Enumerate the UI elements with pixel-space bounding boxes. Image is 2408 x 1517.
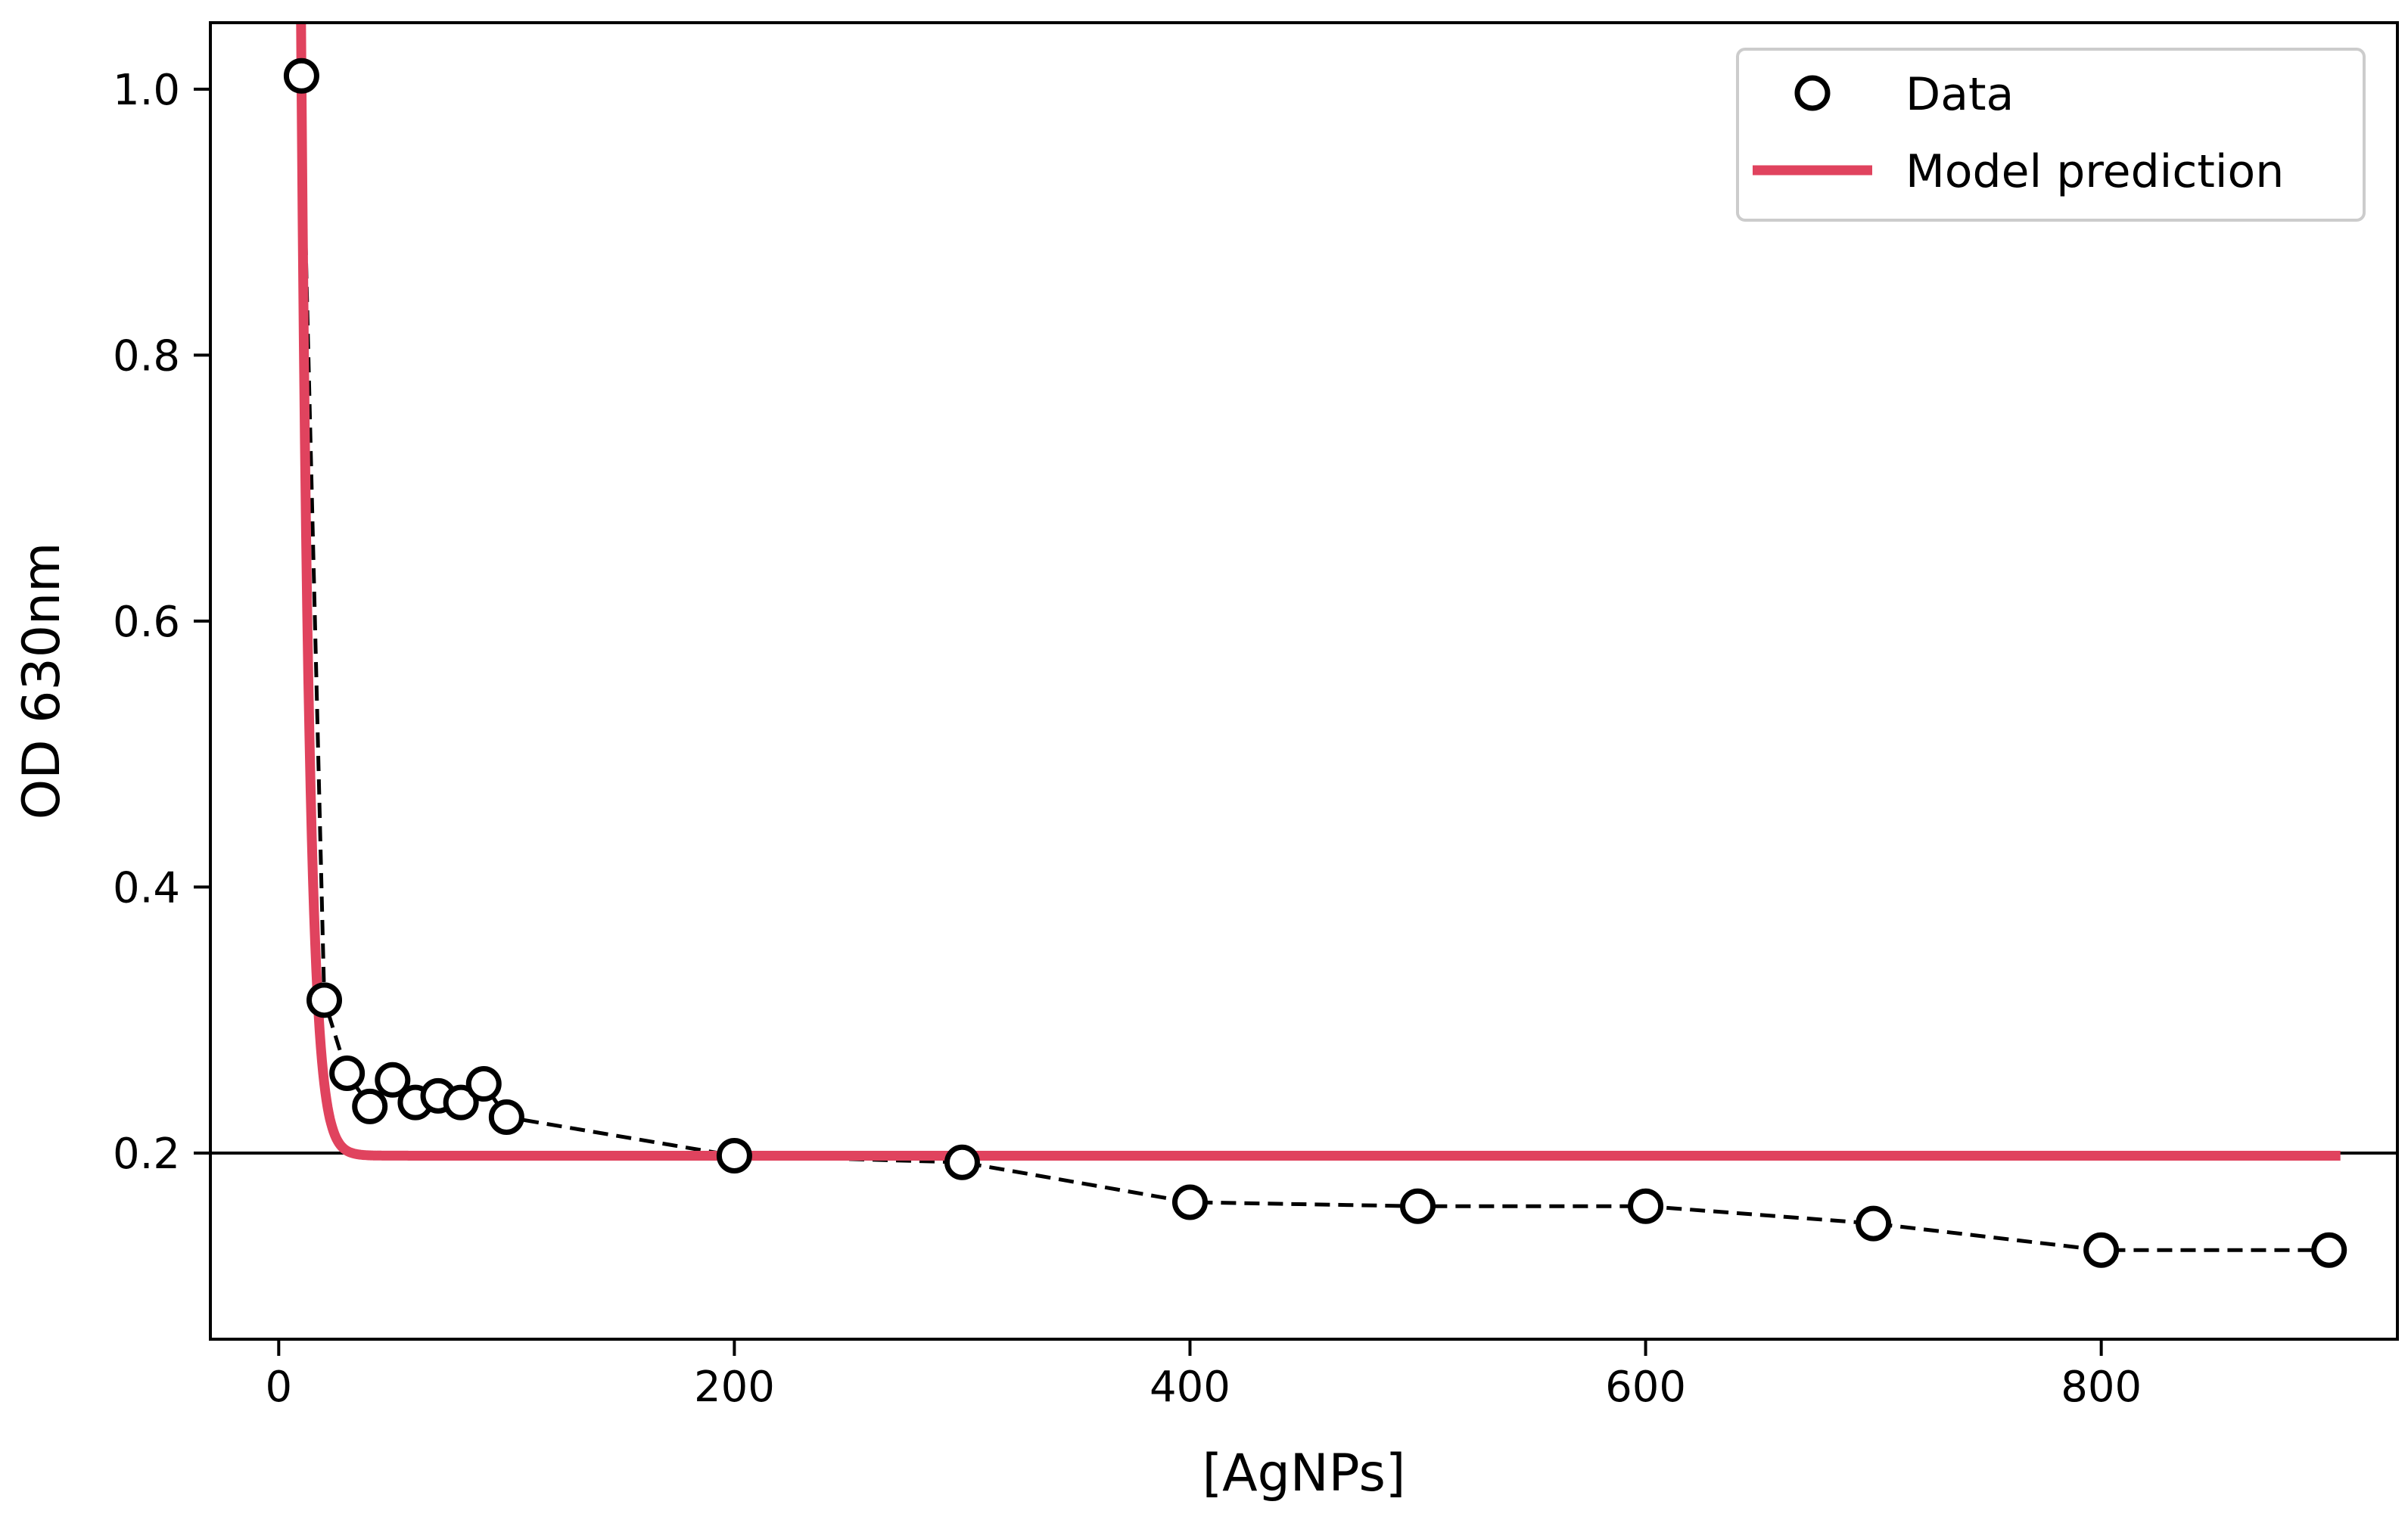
y-tick-label: 1.0: [113, 66, 180, 115]
data-point: [352, 1088, 388, 1124]
data-point: [465, 1066, 502, 1102]
data-point: [375, 1062, 411, 1098]
data-point: [443, 1084, 479, 1121]
legend: Data Model prediction: [1736, 48, 2366, 222]
x-tick-label: 200: [694, 1363, 775, 1412]
y-tick-label: 0.6: [113, 598, 180, 647]
data-point: [306, 982, 343, 1018]
data-point: [1171, 1184, 1208, 1220]
data-point: [2311, 1232, 2347, 1268]
data-point: [488, 1099, 524, 1135]
x-tick-label: 400: [1150, 1363, 1230, 1412]
data-point: [329, 1055, 366, 1091]
data-point: [716, 1137, 752, 1173]
y-tick-label: 0.4: [113, 863, 180, 912]
x-tick-label: 800: [2061, 1363, 2142, 1412]
y-tick-label: 0.8: [113, 331, 180, 381]
data-point: [2083, 1232, 2120, 1268]
x-tick-label: 0: [265, 1363, 292, 1412]
legend-box: [1736, 48, 2366, 222]
x-tick-label: 600: [1605, 1363, 1686, 1412]
legend-marker-data: [1794, 75, 1831, 111]
y-axis-title: OD 630nm: [12, 542, 72, 820]
data-point: [1628, 1188, 1664, 1224]
y-tick-label: 0.2: [113, 1130, 180, 1179]
legend-label-data: Data: [1906, 68, 2014, 121]
x-axis: 0 200 400 600 800: [265, 1339, 2142, 1412]
y-axis: 0.2 0.4 0.6 0.8 1.0: [113, 66, 210, 1179]
data-point: [944, 1144, 980, 1180]
x-axis-title: [AgNPs]: [1202, 1444, 1406, 1503]
plot-frame: [209, 21, 2399, 1341]
model-prediction-line: [296, 23, 2344, 1161]
data-point: [1400, 1188, 1436, 1224]
data-point: [283, 58, 319, 94]
plot-area: [210, 23, 2397, 1268]
legend-label-model: Model prediction: [1906, 145, 2284, 198]
data-point: [1856, 1205, 1892, 1242]
